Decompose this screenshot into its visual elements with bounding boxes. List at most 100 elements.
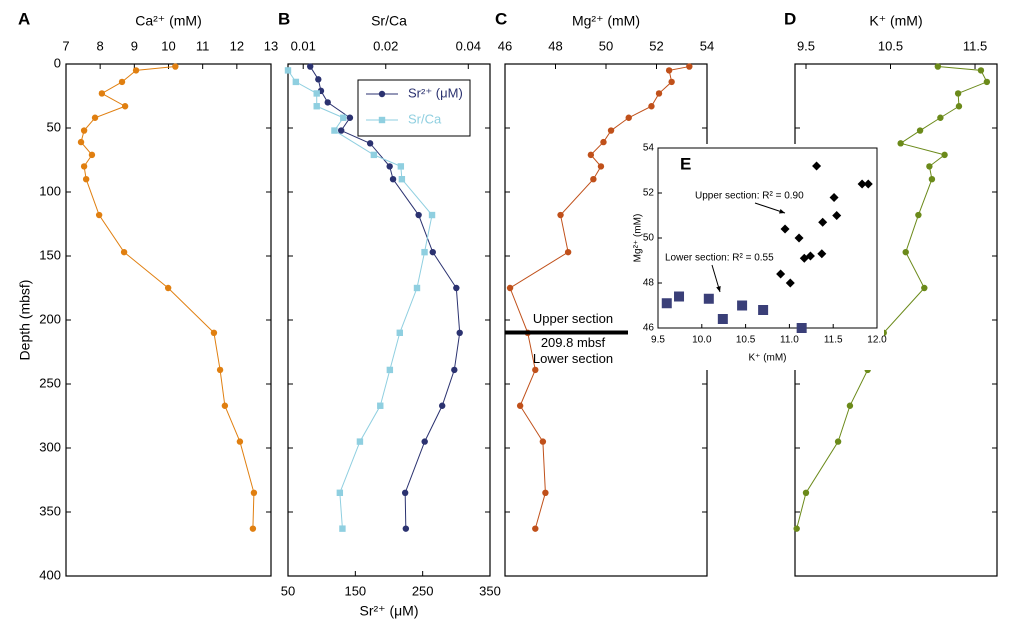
x-tick-label: 50 [599, 38, 613, 53]
point [648, 103, 655, 110]
point [846, 402, 854, 409]
annotation: Lower section: R² = 0.55 [665, 253, 774, 264]
point [857, 179, 867, 189]
point [120, 248, 128, 256]
x-tick-label: 350 [479, 583, 501, 598]
legend-marker [378, 116, 386, 124]
point [172, 63, 179, 70]
point [977, 67, 985, 74]
point [686, 63, 693, 70]
legend-label: Sr²⁺ (μM) [408, 85, 463, 100]
legend-label: Sr/Ca [408, 111, 442, 126]
point [674, 291, 685, 302]
arrow-head [779, 209, 785, 214]
point [91, 114, 99, 121]
point [934, 63, 942, 70]
point [346, 114, 354, 121]
panel-frame [287, 63, 491, 577]
point [77, 138, 85, 146]
point [421, 248, 428, 256]
point [98, 90, 106, 97]
point [428, 211, 436, 219]
x-tick-label: 54 [700, 38, 714, 53]
point [121, 103, 129, 110]
legend-marker [378, 90, 386, 98]
y-tick-label: 50 [643, 233, 655, 244]
y-tick-label: 54 [643, 143, 655, 154]
point [82, 176, 90, 183]
point [802, 489, 810, 496]
point [118, 78, 126, 86]
point [516, 402, 524, 409]
point [366, 140, 374, 147]
y-tick-label: 50 [47, 119, 61, 134]
y-axis-label: Mg²⁺ (mM) [633, 214, 644, 263]
point [737, 300, 748, 311]
point [668, 78, 675, 86]
point [377, 402, 384, 409]
point [625, 114, 632, 121]
inset-background [628, 144, 884, 370]
point [216, 366, 224, 374]
panel-letter: B [278, 9, 290, 28]
point [794, 233, 804, 243]
point [438, 402, 446, 409]
point [506, 284, 514, 292]
y-tick-label: 200 [39, 311, 61, 326]
y-tick-label: 250 [39, 375, 61, 390]
x-tick-label: 13 [264, 38, 278, 53]
x-axis-label: K⁺ (mM) [869, 13, 922, 29]
point [398, 176, 406, 183]
point [397, 163, 405, 170]
point [941, 151, 948, 159]
point [456, 329, 463, 336]
point [80, 163, 88, 170]
x-tick-label: 250 [412, 583, 434, 598]
point [337, 127, 345, 134]
y-tick-label: 48 [643, 278, 655, 289]
panel-letter: A [18, 9, 30, 28]
point [863, 179, 873, 189]
point [401, 489, 409, 496]
y-tick-label: 46 [643, 323, 655, 334]
point [600, 138, 607, 146]
y-tick-label: 52 [643, 188, 655, 199]
point [315, 76, 322, 83]
y-tick-label: 0 [54, 55, 61, 70]
y-tick-label: 100 [39, 183, 61, 198]
point [983, 78, 991, 86]
point [597, 163, 605, 170]
point [386, 366, 394, 374]
point [776, 269, 786, 279]
annotation: Upper section: R² = 0.90 [695, 191, 804, 202]
point [421, 438, 428, 445]
profile-line [80, 66, 255, 529]
point [607, 127, 615, 134]
point [340, 114, 347, 121]
point [793, 525, 800, 532]
point [832, 211, 842, 220]
x-tick-label: 11 [196, 38, 210, 53]
y-axis-label: Depth (mbsf) [17, 280, 33, 361]
point [396, 329, 403, 336]
x-tick-label: 8 [97, 38, 104, 53]
point [799, 253, 809, 263]
point [955, 103, 963, 110]
x-tick-label: 9.5 [797, 38, 815, 53]
point [542, 489, 549, 496]
x-tick-label: 11.0 [780, 335, 799, 346]
panel-frame [65, 63, 272, 577]
point [926, 163, 933, 170]
point [655, 90, 663, 97]
point [587, 151, 595, 159]
point [829, 193, 839, 202]
y-tick-label: 400 [39, 567, 61, 582]
x-tick-label: 46 [498, 38, 512, 53]
point [356, 438, 364, 445]
point [402, 525, 410, 532]
point [916, 127, 924, 134]
point [429, 248, 436, 256]
point [249, 525, 257, 532]
point [703, 293, 714, 304]
